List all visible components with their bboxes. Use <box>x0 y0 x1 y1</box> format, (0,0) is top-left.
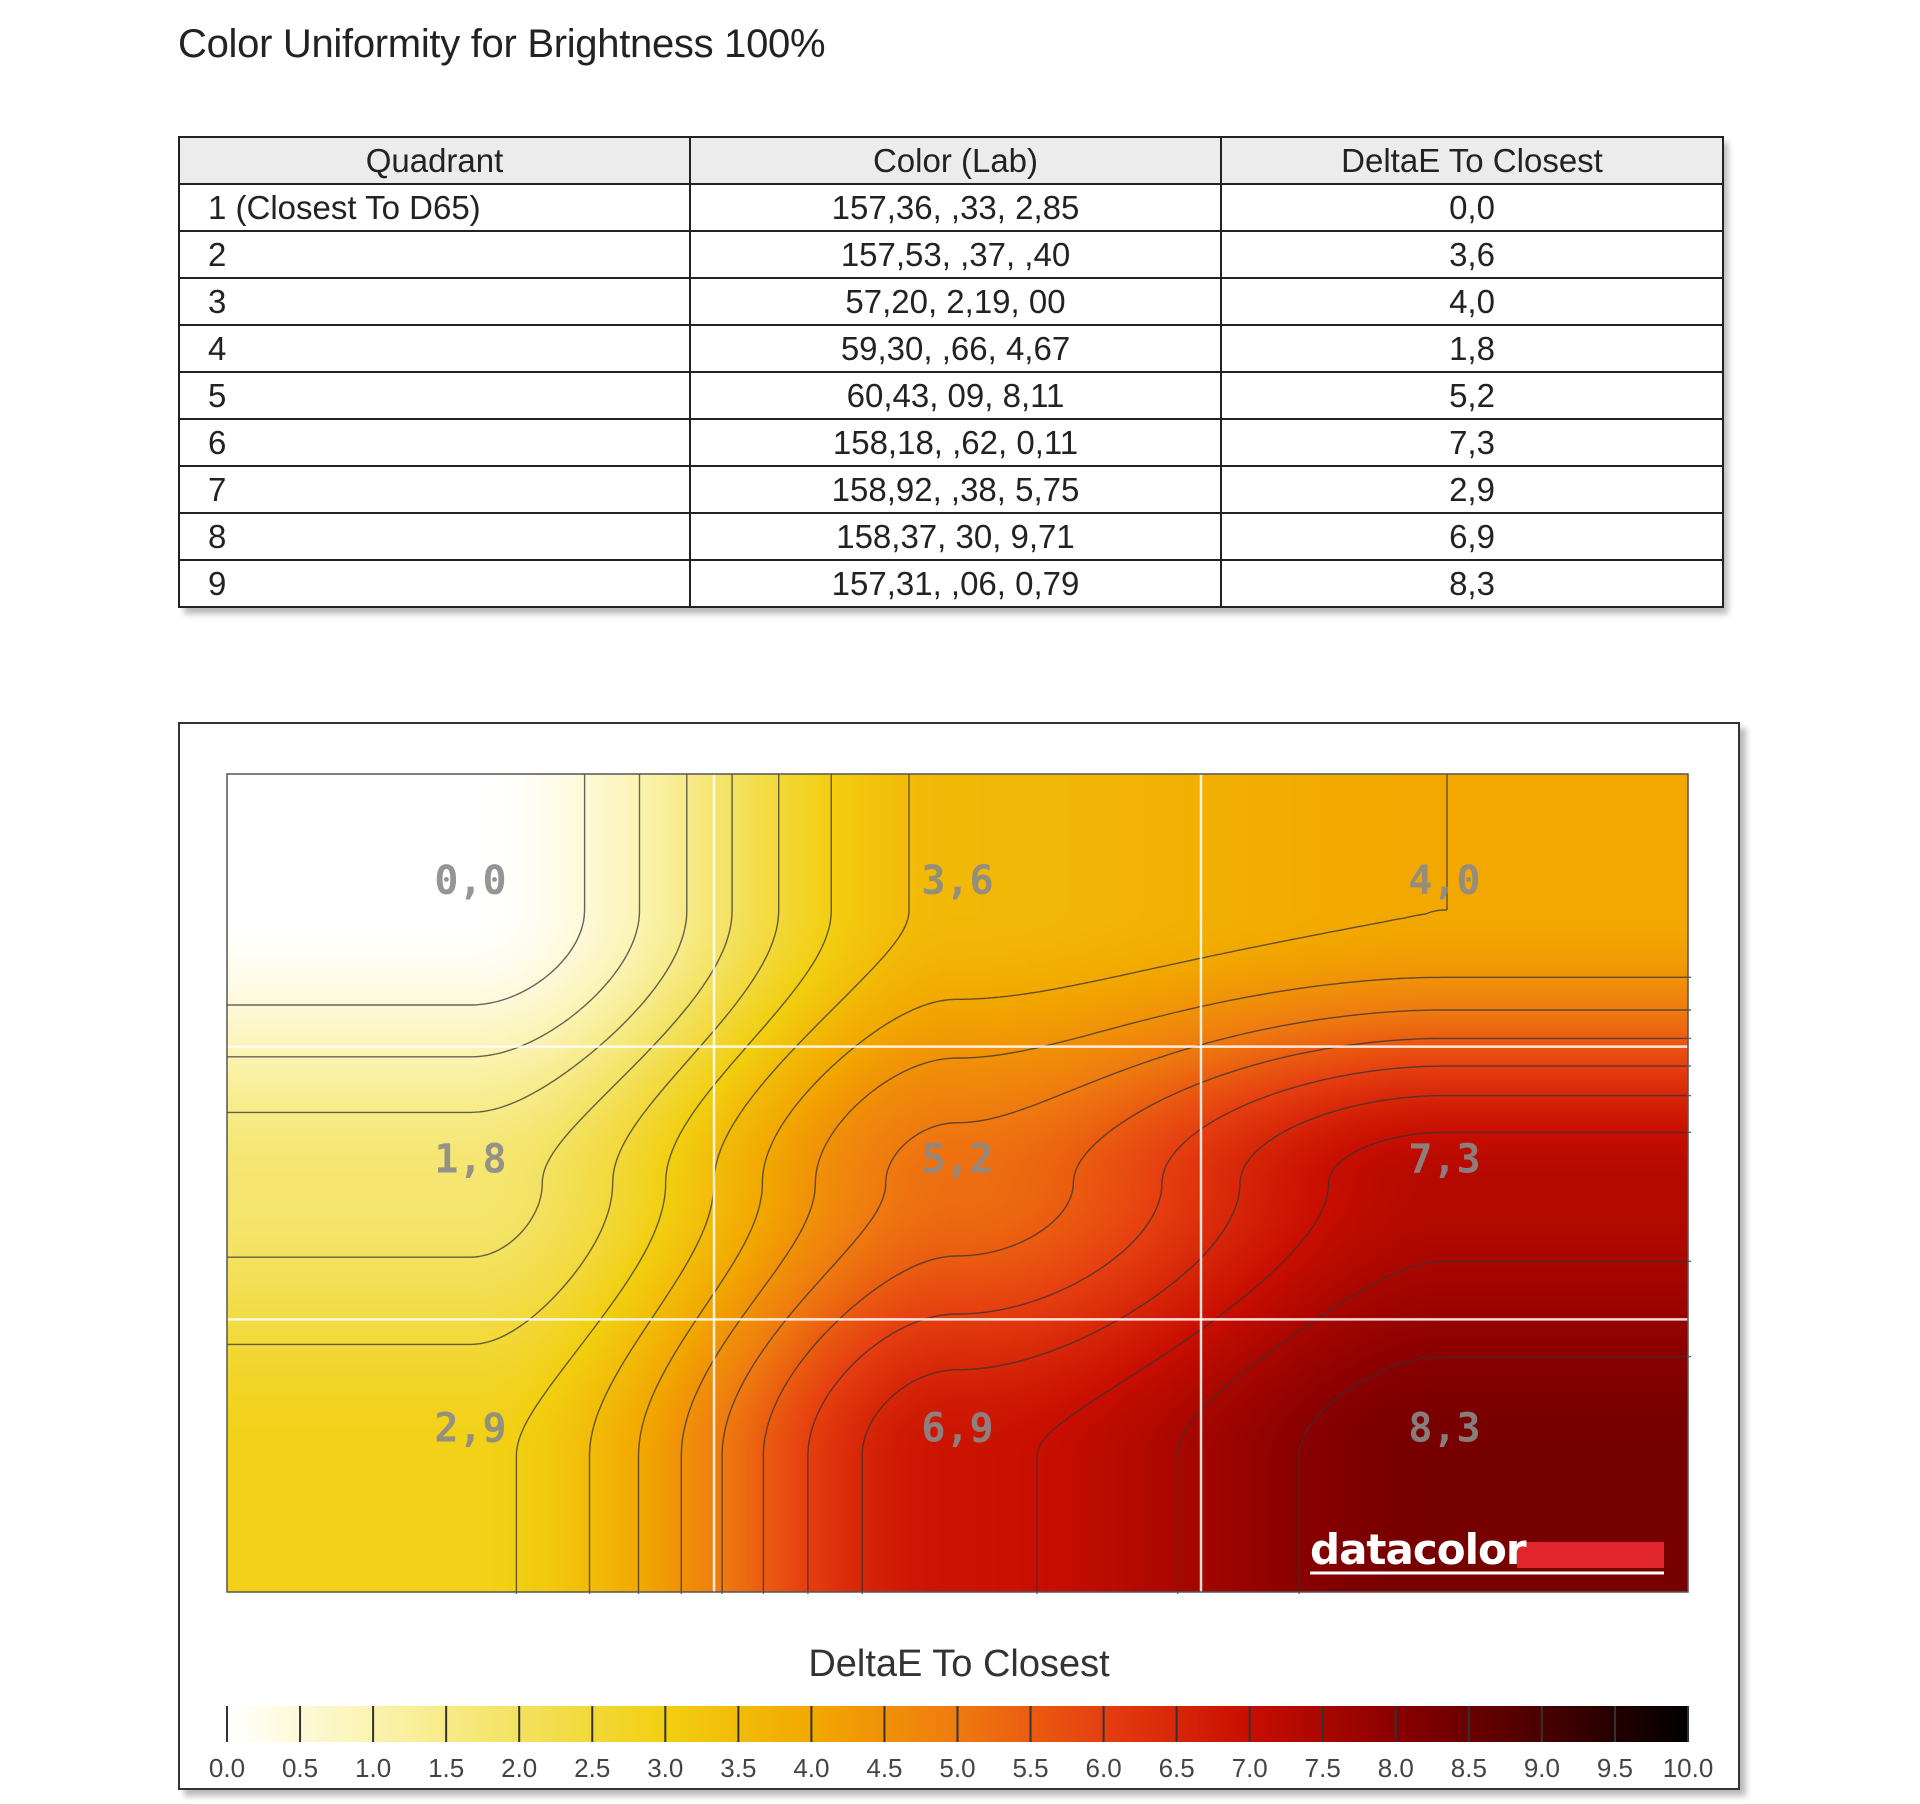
legend-tick-label: 7.0 <box>1232 1753 1268 1783</box>
cell-lab: 59,30, ,66, 4,67 <box>689 324 1222 373</box>
legend-tick-label: 6.5 <box>1159 1753 1195 1783</box>
uniformity-table-wrap: Quadrant Color (Lab) DeltaE To Closest 1… <box>178 136 1724 608</box>
cell-deltae: 1,8 <box>1220 324 1724 373</box>
cell-value-label: 5,2 <box>921 1137 993 1183</box>
cell-lab: 57,20, 2,19, 00 <box>689 277 1222 326</box>
cell-deltae: 5,2 <box>1220 371 1724 420</box>
cell-value-label: 6,9 <box>921 1405 993 1451</box>
uniformity-table: Quadrant Color (Lab) DeltaE To Closest 1… <box>178 136 1724 608</box>
legend-tick-label: 7.5 <box>1305 1753 1341 1783</box>
legend-tick-label: 8.5 <box>1451 1753 1487 1783</box>
cell-lab: 157,36, ,33, 2,85 <box>689 183 1222 232</box>
legend-tick-label: 5.5 <box>1012 1753 1048 1783</box>
cell-quadrant: 6 <box>178 418 691 467</box>
table-header-row: Quadrant Color (Lab) DeltaE To Closest <box>178 136 1724 185</box>
contour-line <box>227 774 586 1006</box>
header-deltae: DeltaE To Closest <box>1220 136 1724 185</box>
table-row: 2 157,53, ,37, ,40 3,6 <box>178 230 1724 279</box>
cell-quadrant: 2 <box>178 230 691 279</box>
cell-value-label: 4,0 <box>1408 858 1480 904</box>
cell-quadrant: 4 <box>178 324 691 373</box>
contour-lines <box>227 774 1691 1594</box>
contour-line <box>762 1037 1691 1594</box>
cell-quadrant: 5 <box>178 371 691 420</box>
cell-deltae: 3,6 <box>1220 230 1724 279</box>
heatmap-chart: 0,0 3,6 4,0 1,8 5,2 7,3 2,9 6,9 8,3 datacolor Delt… <box>209 773 1714 1783</box>
cell-quadrant: 3 <box>178 277 691 326</box>
datacolor-logo: datacolor <box>1310 1525 1664 1575</box>
header-quadrant: Quadrant <box>178 136 691 185</box>
contour-line <box>637 774 1448 1594</box>
contour-line <box>588 774 910 1594</box>
contour-line <box>1036 1131 1691 1594</box>
cell-value-label: 3,6 <box>921 858 993 904</box>
legend-title: DeltaE To Closest <box>808 1643 1110 1685</box>
logo-bar <box>1517 1542 1664 1568</box>
legend-tick-label: 9.5 <box>1597 1753 1633 1783</box>
table-row: 4 59,30, ,66, 4,67 1,8 <box>178 324 1724 373</box>
cell-lab: 157,31, ,06, 0,79 <box>689 559 1222 608</box>
legend-tick-label: 1.0 <box>355 1753 391 1783</box>
contour-line <box>861 1094 1691 1594</box>
cell-quadrant: 9 <box>178 559 691 608</box>
heatmap-panel: 0,0 3,6 4,0 1,8 5,2 7,3 2,9 6,9 8,3 datacolor Delt… <box>178 722 1740 1790</box>
legend-tick-label: 10.0 <box>1663 1753 1714 1783</box>
contour-line <box>1298 1355 1691 1594</box>
table-row: 5 60,43, 09, 8,11 5,2 <box>178 371 1724 420</box>
table-row: 8 158,37, 30, 9,71 6,9 <box>178 512 1724 561</box>
legend-tick-label: 4.0 <box>793 1753 829 1783</box>
cell-deltae: 4,0 <box>1220 277 1724 326</box>
plot-border <box>226 773 1689 1593</box>
cell-deltae: 6,9 <box>1220 512 1724 561</box>
cell-quadrant: 1 (Closest To D65) <box>178 183 691 232</box>
table-row: 7 158,92, ,38, 5,75 2,9 <box>178 465 1724 514</box>
contour-line <box>227 774 780 1346</box>
legend-tick-label: 9.0 <box>1524 1753 1560 1783</box>
cell-deltae: 8,3 <box>1220 559 1724 608</box>
legend-tick-label: 6.0 <box>1086 1753 1122 1783</box>
legend-tick-label: 0.5 <box>282 1753 318 1783</box>
cell-deltae: 7,3 <box>1220 418 1724 467</box>
contour-line <box>807 1065 1691 1594</box>
legend-tick-label: 3.0 <box>647 1753 683 1783</box>
contour-line <box>227 774 688 1114</box>
legend-tick-label: 2.0 <box>501 1753 537 1783</box>
cell-value-label: 7,3 <box>1408 1137 1480 1183</box>
cell-value-label: 1,8 <box>434 1137 506 1183</box>
cell-quadrant: 8 <box>178 512 691 561</box>
legend-tick-label: 1.5 <box>428 1753 464 1783</box>
header-color-lab: Color (Lab) <box>689 136 1222 185</box>
legend-tick-label: 2.5 <box>574 1753 610 1783</box>
table-row: 6 158,18, ,62, 0,11 7,3 <box>178 418 1724 467</box>
legend-tick-label: 8.0 <box>1378 1753 1414 1783</box>
cell-quadrant: 7 <box>178 465 691 514</box>
logo-text: datacolor <box>1310 1525 1527 1574</box>
cell-value-label: 2,9 <box>434 1405 506 1451</box>
cell-lab: 158,37, 30, 9,71 <box>689 512 1222 561</box>
contour-line <box>227 774 733 1258</box>
contour-line <box>227 774 641 1058</box>
legend-tick-label: 0.0 <box>209 1753 245 1783</box>
table-row: 9 157,31, ,06, 0,79 8,3 <box>178 559 1724 608</box>
cell-lab: 158,18, ,62, 0,11 <box>689 418 1222 467</box>
cell-lab: 157,53, ,37, ,40 <box>689 230 1222 279</box>
cell-value-label: 8,3 <box>1408 1405 1480 1451</box>
cell-deltae: 2,9 <box>1220 465 1724 514</box>
legend-tick-label: 3.5 <box>720 1753 756 1783</box>
legend-tick-label: 4.5 <box>866 1753 902 1783</box>
cell-lab: 158,92, ,38, 5,75 <box>689 465 1222 514</box>
contour-line <box>680 976 1691 1594</box>
contour-line <box>1177 1260 1691 1594</box>
table-row: 1 (Closest To D65) 157,36, ,33, 2,85 0,0 <box>178 183 1724 232</box>
cell-lab: 60,43, 09, 8,11 <box>689 371 1222 420</box>
contour-line <box>515 774 832 1594</box>
legend-tick-label: 5.0 <box>939 1753 975 1783</box>
page-title: Color Uniformity for Brightness 100% <box>178 22 826 66</box>
table-row: 3 57,20, 2,19, 00 4,0 <box>178 277 1724 326</box>
cell-deltae: 0,0 <box>1220 183 1724 232</box>
cell-value-label: 0,0 <box>434 858 506 904</box>
